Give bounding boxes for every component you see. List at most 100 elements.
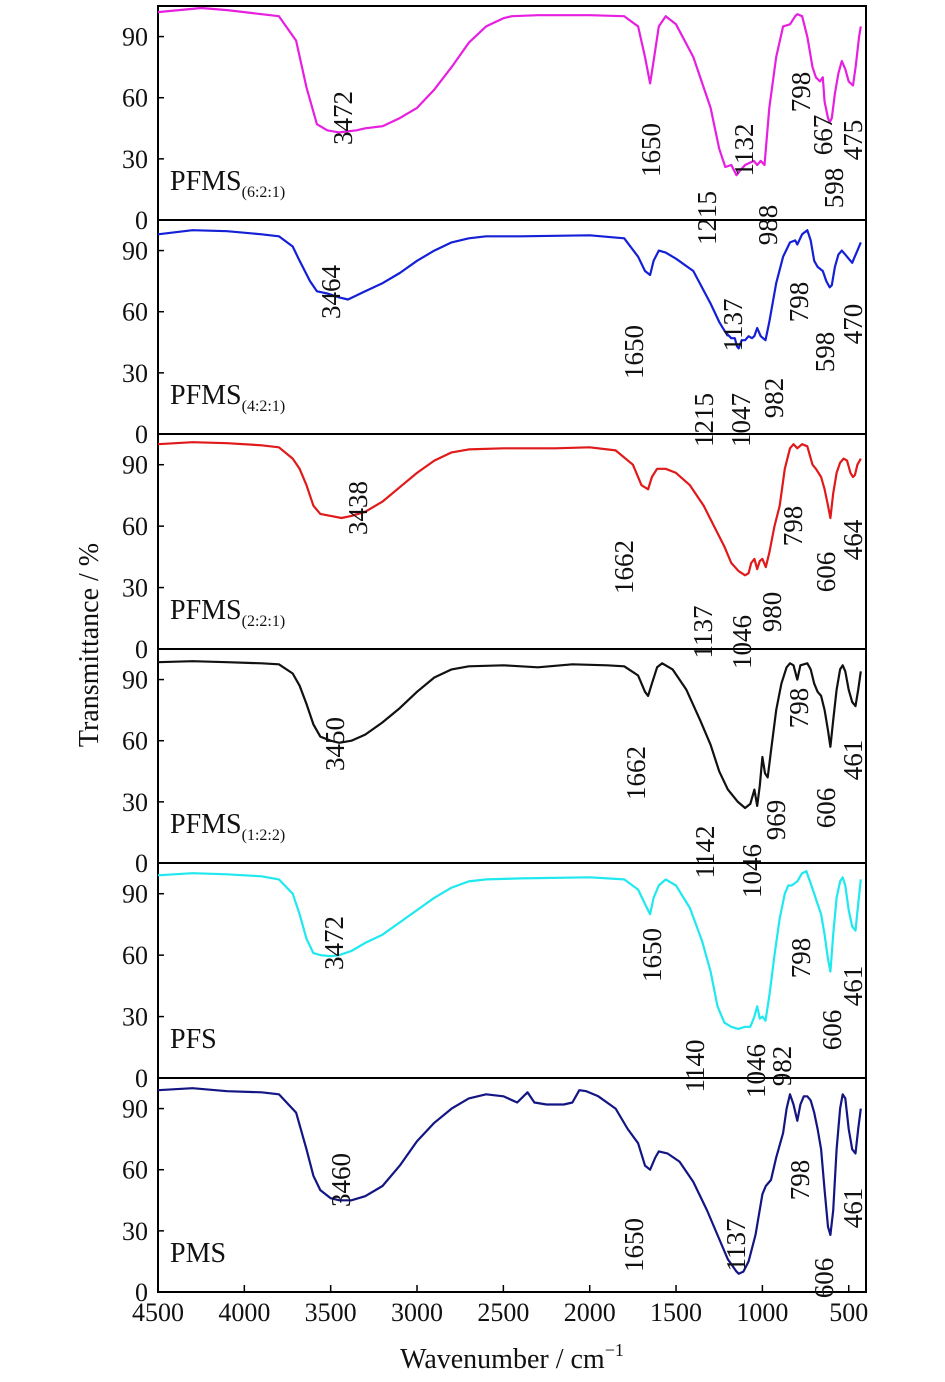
y-tick-label: 60 [122, 512, 148, 541]
peak-label: 470 [838, 304, 868, 345]
peak-label: 598 [819, 168, 849, 209]
peak-label: 598 [810, 332, 840, 373]
panel-pfms-4-2-1: 0 30 60 90 PFMS(4:2:1) 3464 1650 1215 1137 1047 98… [122, 219, 868, 449]
panel-label: PFMS(1:2:2) [170, 809, 285, 844]
peak-label: 1142 [690, 826, 720, 879]
peak-label: 667 [808, 115, 838, 156]
panel-label-main: PFMS [170, 595, 242, 626]
peak-label: 461 [838, 740, 868, 781]
y-tick-label: 30 [122, 574, 148, 603]
spectrum-line [157, 660, 862, 810]
y-tick-label: 60 [122, 298, 148, 327]
panel-label-subscript: (1:2:2) [242, 827, 286, 844]
y-tick-label: 0 [135, 420, 148, 449]
y-tick-label: 0 [135, 1278, 148, 1307]
peak-label: 980 [757, 592, 787, 633]
panel-label: PFMS(4:2:1) [170, 380, 285, 415]
panel-label-subscript: (6:2:1) [242, 184, 286, 201]
peak-label: 3438 [343, 481, 373, 535]
y-tick-label: 90 [122, 880, 148, 909]
y-tick-label: 60 [122, 941, 148, 970]
x-axis-title: Wavenumber / cm−1 [400, 1340, 624, 1375]
y-tick-label: 30 [122, 788, 148, 817]
panel-label-subscript: (2:2:1) [242, 613, 286, 630]
peak-label: 1046 [741, 1044, 771, 1098]
peak-label: 475 [838, 120, 868, 161]
peak-label: 982 [767, 1046, 797, 1087]
peak-label: 3472 [328, 91, 358, 145]
y-tick-label: 90 [122, 1095, 148, 1124]
panel-label-subscript: (4:2:1) [242, 398, 286, 415]
panel-label: PFMS(6:2:1) [170, 166, 285, 201]
peak-label: 798 [784, 282, 814, 323]
peak-label: 1215 [692, 191, 722, 245]
y-tick-label: 60 [122, 1156, 148, 1185]
panel-label: PFMS(2:2:1) [170, 595, 285, 630]
y-axis-title: Transmittance / % [74, 543, 105, 747]
spectrum-line [157, 6, 862, 177]
panel-label-main: PFMS [170, 380, 242, 411]
x-tick-label: 1500 [650, 1298, 702, 1327]
peak-label: 798 [778, 506, 808, 547]
peak-label: 969 [761, 800, 791, 841]
peak-label: 1137 [721, 1219, 751, 1272]
peak-label: 1140 [680, 1040, 710, 1093]
panel-pms: 0 30 60 90 PMS 3460 1650 1137 798 606 461 [122, 1077, 868, 1307]
panel-label: PMS [170, 1238, 226, 1269]
y-tick-label: 0 [135, 635, 148, 664]
peak-label: 1046 [737, 844, 767, 898]
peak-label: 1662 [621, 746, 651, 800]
y-tick-label: 30 [122, 1003, 148, 1032]
y-tick-label: 60 [122, 84, 148, 113]
y-tick-label: 30 [122, 1217, 148, 1246]
y-tick-label: 30 [122, 359, 148, 388]
spectrum-line [157, 229, 862, 350]
peak-label: 798 [786, 72, 816, 113]
y-tick-label: 90 [122, 666, 148, 695]
peak-label: 461 [838, 1188, 868, 1229]
peak-label: 3460 [326, 1153, 356, 1207]
spectrum-line [157, 870, 862, 1030]
peak-label: 3464 [316, 265, 346, 320]
peak-label: 606 [817, 1010, 847, 1051]
y-tick-label: 90 [122, 237, 148, 266]
y-tick-label: 30 [122, 145, 148, 174]
peak-label: 1650 [636, 123, 666, 177]
peak-label: 982 [759, 378, 789, 419]
x-axis: 4500 4000 3500 3000 2500 2000 1500 1000 500 [132, 1285, 868, 1327]
panel-label-main: PFMS [170, 166, 242, 197]
x-tick-label: 2500 [477, 1298, 529, 1327]
x-tick-label: 3000 [391, 1298, 443, 1327]
x-tick-label: 4500 [132, 1298, 184, 1327]
peak-label: 461 [838, 966, 868, 1007]
peak-label: 606 [809, 1258, 839, 1299]
peak-label: 1662 [609, 540, 639, 594]
x-tick-label: 500 [829, 1298, 868, 1327]
peak-label: 606 [811, 552, 841, 593]
panel-frame [157, 1077, 867, 1293]
peak-label: 1046 [727, 615, 757, 669]
peak-label: 3450 [320, 717, 350, 771]
y-tick-label: 60 [122, 727, 148, 756]
panel-label-main: PMS [170, 1238, 226, 1269]
panel-label-main: PFMS [170, 809, 242, 840]
peak-label: 1650 [619, 1218, 649, 1272]
peak-label: 606 [811, 788, 841, 829]
peak-label: 464 [838, 519, 868, 560]
x-axis-title-sup: −1 [605, 1340, 624, 1360]
x-tick-label: 2000 [564, 1298, 616, 1327]
x-tick-label: 1000 [736, 1298, 788, 1327]
peak-label: 1047 [726, 393, 756, 447]
peak-label: 1132 [729, 124, 759, 177]
y-tick-label: 90 [122, 23, 148, 52]
peak-label: 798 [786, 938, 816, 979]
peak-label: 1650 [619, 325, 649, 379]
x-tick-label: 4000 [218, 1298, 270, 1327]
spectrum-line [157, 441, 862, 577]
peak-label: 1137 [688, 606, 718, 659]
panels-group: 0306090PFMS(6:2:1)3472165012151132988798… [122, 5, 868, 1307]
